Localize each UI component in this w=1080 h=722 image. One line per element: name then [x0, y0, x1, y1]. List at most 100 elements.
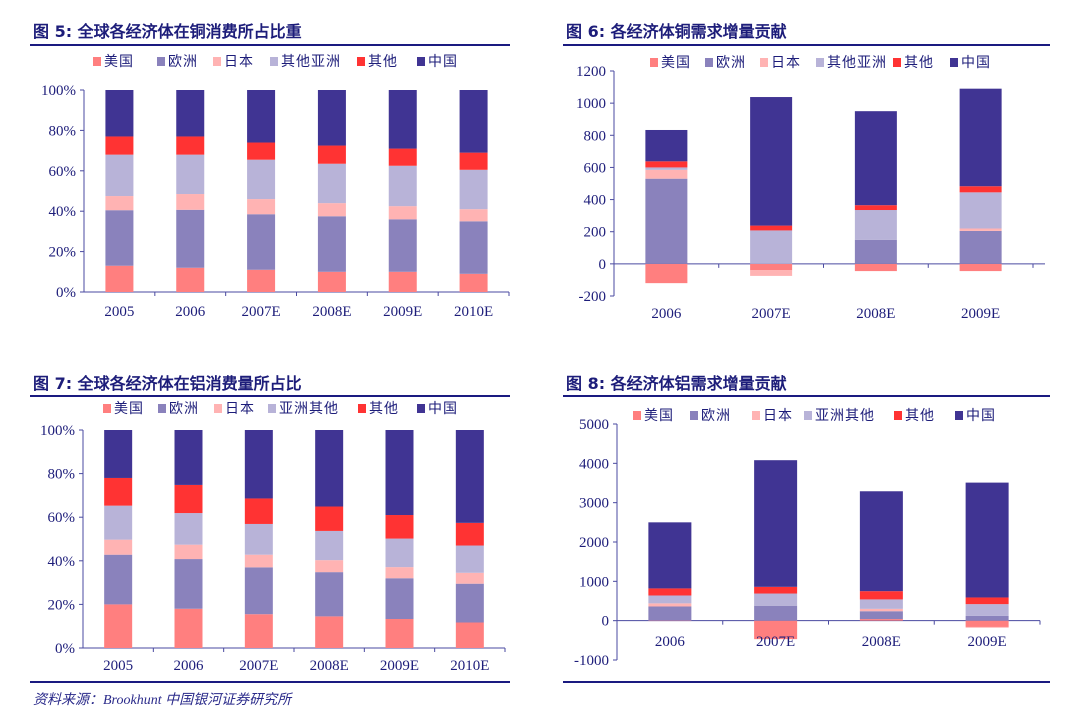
bar-segment-美国 [459, 273, 488, 292]
bar-segment-欧洲 [104, 554, 133, 605]
legend-swatch [955, 411, 963, 420]
bar-segment-中国 [388, 90, 417, 149]
y-tick-label: 200 [584, 225, 607, 241]
y-tick-label: 0% [55, 641, 75, 657]
bar-segment-其他 [104, 477, 133, 506]
legend-label: 亚洲其他 [815, 408, 875, 424]
legend-swatch [760, 58, 768, 67]
bar-segment-亚洲其他 [174, 513, 203, 545]
x-tick-label: 2005 [104, 304, 134, 320]
x-tick-label: 2008E [310, 658, 349, 674]
y-tick-label: 100% [40, 423, 75, 439]
bar-segment-其他 [645, 161, 688, 168]
y-tick-label: 20% [49, 245, 77, 261]
bar-segment-欧洲 [247, 214, 276, 270]
bar-segment-其他亚洲 [247, 159, 276, 200]
legend-label: 美国 [114, 401, 144, 417]
legend-swatch [804, 411, 812, 420]
legend-label: 中国 [428, 401, 458, 417]
legend-label: 其他 [905, 408, 935, 424]
bar-segment-日本 [176, 194, 205, 210]
x-tick-label: 2009E [380, 658, 419, 674]
bar-segment-欧洲 [455, 583, 484, 623]
bar-segment-其他亚洲 [459, 169, 488, 210]
legend-label: 亚洲其他 [279, 401, 339, 417]
bar-segment-其他 [315, 506, 344, 531]
bar-segment-其他亚洲 [750, 230, 793, 264]
bar-segment-中国 [174, 430, 203, 485]
legend-swatch [893, 58, 901, 67]
bar-segment-其他 [388, 148, 417, 166]
bar-segment-日本 [859, 608, 903, 612]
y-tick-label: 80% [48, 467, 76, 483]
bar-segment-美国 [174, 608, 203, 648]
bar-segment-其他 [105, 136, 134, 155]
bar-segment-中国 [965, 482, 1009, 598]
bar-segment-美国 [105, 265, 134, 292]
bar-segment-中国 [959, 88, 1002, 187]
legend-swatch [950, 58, 958, 67]
bar-segment-日本 [648, 603, 692, 607]
bar-segment-欧洲 [959, 230, 1002, 264]
legend-label: 中国 [966, 408, 996, 424]
bar-segment-美国 [854, 263, 897, 272]
bar-segment-日本 [459, 209, 488, 222]
bar-segment-美国 [959, 263, 1002, 272]
bar-segment-美国 [315, 616, 344, 648]
bar-segment-日本 [750, 270, 793, 276]
bar-segment-美国 [104, 604, 133, 648]
legend-label: 其他亚洲 [281, 54, 341, 70]
bar-segment-美国 [645, 263, 688, 284]
divider [30, 44, 510, 46]
legend-swatch [158, 404, 166, 413]
bar-segment-美国 [388, 271, 417, 292]
bar-segment-其他亚洲 [105, 154, 134, 197]
y-tick-label: 1000 [576, 96, 606, 112]
bar-segment-欧洲 [174, 559, 203, 609]
x-tick-label: 2007E [241, 304, 280, 320]
legend-label: 日本 [224, 54, 254, 70]
bar-segment-中国 [750, 97, 793, 226]
legend-swatch [690, 411, 698, 420]
x-tick-label: 2009E [961, 306, 1000, 322]
bar-segment-欧洲 [459, 221, 488, 274]
figure-5-title: 图 5: 全球各经济体在铜消费所占比重 [33, 22, 302, 41]
y-tick-label: 2000 [579, 535, 609, 551]
legend-swatch [417, 57, 425, 66]
bar-segment-其他 [859, 591, 903, 600]
bar-segment-美国 [317, 271, 346, 292]
x-tick-label: 2007E [239, 658, 278, 674]
bar-segment-日本 [247, 199, 276, 215]
legend-label: 日本 [771, 55, 801, 71]
x-tick-label: 2008E [856, 306, 895, 322]
legend-label: 美国 [661, 55, 691, 71]
bar-segment-欧洲 [754, 605, 798, 621]
bar-segment-中国 [455, 430, 484, 523]
bar-segment-美国 [965, 620, 1009, 627]
bar-segment-其他 [385, 515, 414, 539]
legend-label: 其他 [368, 54, 398, 70]
y-tick-label: -200 [579, 289, 607, 305]
x-tick-label: 2008E [312, 304, 351, 320]
bar-segment-其他 [648, 588, 692, 596]
legend-swatch [894, 411, 902, 420]
legend-label: 中国 [428, 54, 458, 70]
x-tick-label: 2006 [655, 634, 686, 650]
bar-segment-亚洲其他 [104, 505, 133, 540]
bar-segment-亚洲其他 [754, 593, 798, 606]
chart-6: -200 0 200 400 600 800 1000 1200 2006 2007E 2008E 2… [576, 55, 1045, 322]
legend-swatch [633, 411, 641, 420]
bar-segment-其他 [455, 522, 484, 546]
y-tick-label: 40% [49, 204, 77, 220]
bar-segment-其他亚洲 [317, 163, 346, 204]
bar-segment-中国 [244, 430, 273, 499]
y-tick-label: 600 [584, 160, 607, 176]
bar-segment-亚洲其他 [859, 599, 903, 609]
y-tick-label: -1000 [574, 653, 609, 669]
y-tick-label: 0 [599, 257, 607, 273]
y-tick-label: 60% [49, 164, 77, 180]
y-tick-label: 1200 [576, 64, 606, 80]
bar-segment-中国 [854, 111, 897, 206]
y-tick-label: 4000 [579, 456, 609, 472]
